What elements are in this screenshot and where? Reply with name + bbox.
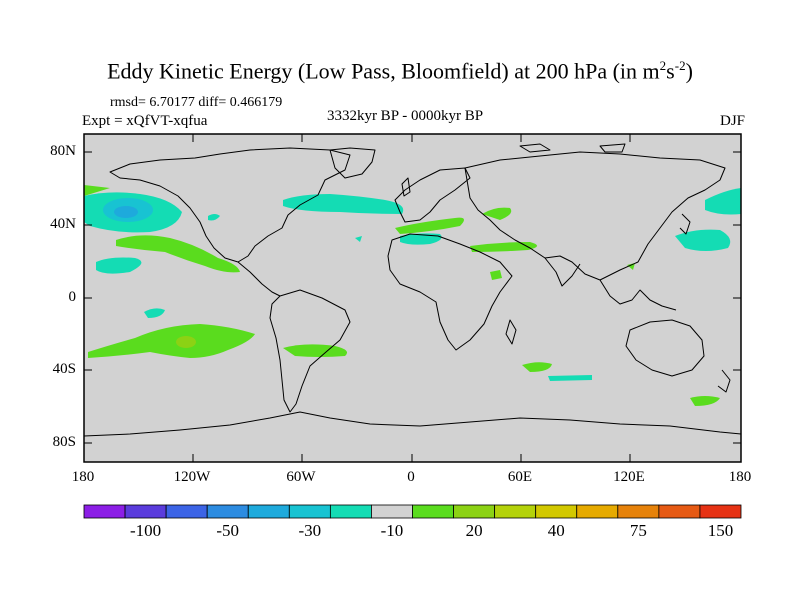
colorbar-label: 75 [630,521,647,540]
patch-mediterranean-west [400,233,442,245]
patch-indian-ocean-south [548,375,592,381]
colorbar-box [206,504,249,519]
strong-negative-areas [114,206,138,218]
coastlines [83,143,742,437]
experiment-label: Expt = xQfVT-xqfua [82,113,208,129]
coast-australia [625,319,705,377]
season-label: DJF [719,113,745,129]
period-label: 3332kyr BP - 0000kyr BP [326,108,484,124]
coast-europe [394,167,471,223]
lat-tick-0: 0 [68,289,77,305]
patch-south-pacific-small [144,308,165,318]
patch-mediterranean [395,217,464,234]
axis-ticks [84,134,741,462]
coast-central-america [237,261,281,297]
colorbar-labels: -100 -50 -30 -10 20 40 75 150 [130,521,733,540]
coast-madagascar [505,319,517,345]
colorbar-box [658,504,701,519]
colorbar-box [83,504,126,519]
patch-tasman [690,396,720,406]
coast-new-zealand [717,369,731,393]
colorbar-box [288,504,331,519]
lon-tick-120w: 120W [173,469,211,485]
coast-north-america [109,147,351,263]
patch-north-atlantic-small [355,236,362,242]
coast-antarctica [83,411,742,437]
core-south-pacific [176,336,196,348]
colorbar-box [329,504,372,519]
lat-tick-40n: 40N [50,216,76,232]
patch-hawaii-west [96,257,142,274]
colorbar-box [371,504,413,519]
lon-tick-60w: 60W [286,469,316,485]
negative-anomaly-areas [84,188,741,381]
colorbar [83,504,742,519]
stronger-positive-areas [176,336,196,348]
lon-tick-60e: 60E [507,469,533,485]
colorbar-box [165,504,208,519]
lon-tick-120e: 120E [613,469,645,485]
lon-tick-180e: 180 [728,469,752,485]
chart-title: Eddy Kinetic Energy (Low Pass, Bloomfiel… [107,58,693,84]
coast-japan [679,213,691,235]
band-south-pacific [88,324,255,358]
lat-tick-80n: 80N [50,143,76,159]
coast-greenland [329,147,376,179]
map-background [84,134,741,462]
patch-kamchatka [84,185,110,196]
coast-africa [387,233,513,351]
band-north-pacific [116,235,240,273]
colorbar-box [247,504,290,519]
coast-southeast-asia [599,279,677,311]
colorbar-box [576,504,619,519]
colorbar-box [699,504,742,519]
patch-west-pacific [675,229,731,251]
colorbar-box [412,504,454,519]
center-north-pacific [114,206,138,218]
coast-uk [401,177,411,197]
lon-tick-0: 0 [407,469,415,485]
colorbar-label: -100 [130,521,161,540]
patch-north-atlantic [283,194,404,214]
colorbar-label: -10 [381,521,404,540]
rmsd-diff-stats: rmsd= 6.70177 diff= 0.466179 [110,95,283,110]
coast-arctic-islands [519,143,626,153]
colorbar-box [124,504,167,519]
colorbar-label: 20 [466,521,483,540]
lon-tick-180w: 180 [71,469,95,485]
patch-northeast-asia [705,188,741,215]
colorbar-box [453,504,496,519]
colorbar-label: -30 [299,521,322,540]
colorbar-label: -50 [216,521,239,540]
colorbar-box [494,504,537,519]
colorbar-box [617,504,660,519]
lat-tick-80s: 80S [52,434,76,450]
patch-red-sea [490,270,502,280]
patch-east-pacific-left [208,214,220,221]
colorbar-label: 40 [548,521,565,540]
coast-india [544,257,581,287]
coast-asia [464,151,726,281]
patch-black-sea [482,207,512,220]
colorbar-box [535,504,578,519]
colorbar-label: 150 [708,521,734,540]
band-middle-east [470,242,538,252]
positive-anomaly-areas [84,185,720,406]
lat-tick-40s: 40S [52,361,76,377]
patch-indian-ocean [522,362,552,372]
coast-south-america [269,289,351,413]
